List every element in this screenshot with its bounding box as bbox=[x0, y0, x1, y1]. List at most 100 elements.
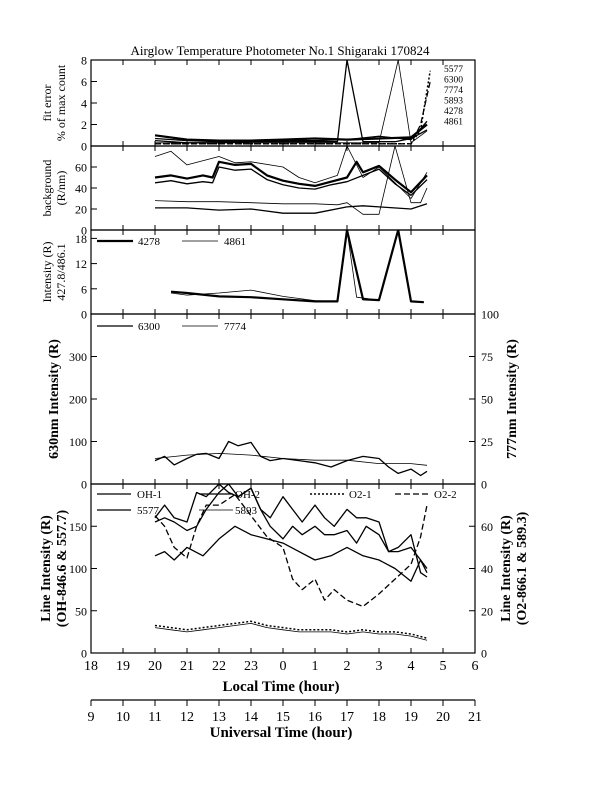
y-axis-label: Line Intensity (R) bbox=[39, 515, 54, 622]
universal-time-tick-label: 12 bbox=[180, 710, 194, 725]
series-group bbox=[154, 484, 428, 641]
legend-label: 6300 bbox=[138, 321, 161, 333]
y-tick-label: 40 bbox=[75, 182, 87, 196]
series-line-5577 bbox=[154, 525, 428, 582]
series-line-background-2 bbox=[154, 166, 428, 196]
universal-time-tick-label: 15 bbox=[276, 710, 290, 725]
series-line-5577 bbox=[154, 123, 428, 142]
panel-intensity-427-486: 0 6 12 18 Intensity (R) 427.8/486.1 4278 4861 bbox=[40, 229, 476, 322]
series-line-7774 bbox=[154, 453, 428, 466]
y-axis-label: fit error bbox=[40, 85, 54, 122]
local-time-tick-label: 6 bbox=[472, 659, 479, 674]
y-tick-label: 100 bbox=[69, 435, 87, 449]
y-tick-label: 12 bbox=[75, 257, 87, 271]
local-time-tick-label: 23 bbox=[244, 659, 258, 674]
series-line-O2-1 bbox=[154, 620, 428, 639]
series-line-6300 bbox=[154, 440, 428, 477]
legend-label: 4278 bbox=[138, 236, 161, 248]
panel-630-777: 0 100 200 300 0 25 50 75 100 630nm Intensity (R) 7… bbox=[47, 308, 520, 492]
universal-time-tick-label: 18 bbox=[372, 710, 386, 725]
y-tick-label: 100 bbox=[69, 562, 87, 576]
series-line-O2-2 bbox=[154, 493, 428, 608]
y-tick-label: 0 bbox=[81, 647, 87, 661]
y-tick-label: 0 bbox=[81, 478, 87, 492]
y-axis-label: (OH-846.6 & 557.7) bbox=[55, 509, 70, 627]
y-tick-label: 2 bbox=[81, 118, 87, 132]
series-line-7774 bbox=[155, 60, 428, 144]
legend-label: 6300 bbox=[444, 76, 463, 86]
universal-time-tick-label: 14 bbox=[244, 710, 258, 725]
y-right-tick-label: 20 bbox=[481, 604, 493, 618]
series-line-4861 bbox=[155, 81, 431, 145]
series-line-5893 bbox=[154, 120, 428, 143]
local-time-tick-label: 4 bbox=[408, 659, 415, 674]
y-tick-label: 6 bbox=[81, 282, 87, 296]
local-time-axis-label: Local Time (hour) bbox=[223, 679, 340, 695]
y-right-tick-label: 25 bbox=[481, 435, 493, 449]
series-line-background-3 bbox=[154, 146, 428, 199]
y-tick-label: 300 bbox=[69, 350, 87, 364]
y-right-tick-label: 0 bbox=[481, 647, 487, 661]
y-axis-label: % of max count bbox=[54, 64, 68, 141]
y-axis-label: (R/nm) bbox=[54, 171, 68, 206]
y-right-tick-label: 50 bbox=[481, 393, 493, 407]
local-time-tick-label: 5 bbox=[440, 659, 447, 674]
panel-fit-error: 0 2 4 6 8 fit error% of max count 557763007774… bbox=[40, 54, 476, 154]
series-line-6300 bbox=[154, 60, 428, 144]
legend-label: 4861 bbox=[444, 118, 463, 128]
local-time-tick-label: 2 bbox=[344, 659, 351, 674]
y-axis-label: 630nm Intensity (R) bbox=[47, 339, 62, 459]
universal-time-tick-label: 16 bbox=[308, 710, 322, 725]
series-line-background-5 bbox=[155, 203, 428, 214]
legend-label: 5577 bbox=[444, 65, 463, 75]
universal-time-tick-label: 17 bbox=[340, 710, 354, 725]
y-tick-label: 150 bbox=[69, 520, 87, 534]
y-tick-label: 20 bbox=[75, 203, 87, 217]
local-time-tick-label: 19 bbox=[116, 659, 130, 674]
panel-background: 0 20 40 60 background (R/nm) bbox=[40, 145, 476, 238]
legend-label: 4861 bbox=[224, 236, 246, 248]
y-tick-label: 4 bbox=[81, 97, 87, 111]
y-right-tick-label: 0 bbox=[481, 478, 487, 492]
y-axis-label: Intensity (R) bbox=[40, 242, 54, 303]
local-time-tick-label: 22 bbox=[212, 659, 226, 674]
legend-label: 5893 bbox=[235, 505, 258, 517]
local-time-tick-label: 21 bbox=[180, 659, 194, 674]
y-tick-label: 60 bbox=[75, 161, 87, 175]
series-group bbox=[154, 440, 428, 477]
y-tick-label: 8 bbox=[81, 54, 87, 68]
y-tick-label: 50 bbox=[75, 604, 87, 618]
local-time-tick-label: 3 bbox=[376, 659, 383, 674]
y-right-tick-label: 40 bbox=[481, 562, 493, 576]
legend-label: 7774 bbox=[224, 321, 247, 333]
series-line-4861 bbox=[170, 230, 424, 303]
local-time-tick-label: 1 bbox=[312, 659, 319, 674]
y-axis-label: background bbox=[40, 160, 54, 217]
local-time-tick-label: 0 bbox=[280, 659, 287, 674]
x-axes: Local Time (hour) Universal Time (hour) … bbox=[84, 659, 482, 741]
universal-time-tick-label: 9 bbox=[88, 710, 95, 725]
y-tick-label: 0 bbox=[81, 308, 87, 322]
legend-label: OH-1 bbox=[137, 489, 162, 501]
legend-label: 7774 bbox=[444, 86, 463, 96]
universal-time-tick-label: 19 bbox=[404, 710, 418, 725]
legend-label: 5577 bbox=[137, 505, 160, 517]
y-tick-label: 6 bbox=[81, 75, 87, 89]
legend-label: 5893 bbox=[444, 97, 463, 107]
series-line-5893 bbox=[154, 623, 428, 641]
legend-label: OH-2 bbox=[235, 489, 260, 501]
series-line-4278 bbox=[155, 70, 431, 145]
series-group bbox=[154, 60, 431, 145]
y-tick-label: 0 bbox=[81, 224, 87, 238]
universal-time-tick-label: 10 bbox=[116, 710, 130, 725]
y-right-axis-label: 777nm Intensity (R) bbox=[505, 339, 520, 459]
universal-time-axis-label: Universal Time (hour) bbox=[210, 725, 353, 741]
universal-time-tick-label: 11 bbox=[148, 710, 161, 725]
universal-time-tick-label: 21 bbox=[468, 710, 482, 725]
y-right-tick-label: 75 bbox=[481, 350, 493, 364]
local-time-tick-label: 18 bbox=[84, 659, 98, 674]
legend-label: O2-2 bbox=[434, 489, 457, 501]
series-line-background-4 bbox=[154, 146, 428, 215]
